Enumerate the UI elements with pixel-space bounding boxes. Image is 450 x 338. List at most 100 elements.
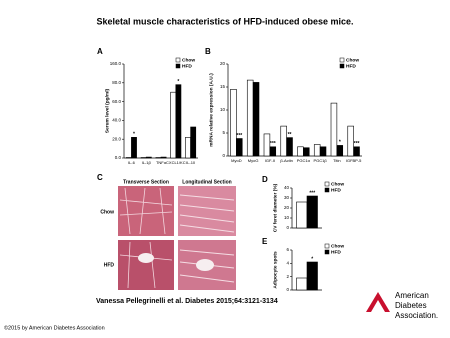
x-tick-label: TNFα — [156, 160, 167, 165]
bar — [145, 156, 152, 159]
y-tick-label: 15 — [220, 84, 226, 89]
significance: * — [339, 140, 341, 146]
copyright: ©2015 by American Diabetes Association — [4, 324, 105, 331]
legend-swatch — [339, 63, 345, 69]
bar — [236, 138, 243, 157]
bar — [286, 137, 293, 157]
column-label: Transverse Section — [123, 179, 169, 185]
bar — [303, 147, 310, 157]
y-axis-title: CV feret diameter (%) — [272, 183, 278, 232]
y-axis-title: Serum level (pg/ml) — [104, 88, 110, 133]
bar — [269, 146, 277, 157]
bar — [336, 145, 344, 157]
bar — [296, 201, 308, 229]
y-tick-label: 160.0 — [110, 61, 122, 66]
y-tick-label: 5 — [222, 130, 225, 135]
texture — [179, 194, 235, 283]
panel-letter: C — [97, 173, 103, 182]
row-label: HFD — [104, 262, 115, 268]
legend-swatch — [324, 243, 330, 249]
x-tick-label: CXCL1/KC — [166, 160, 186, 165]
logo-mark — [366, 292, 390, 312]
x-tick-label: IGFBP-5 — [346, 158, 362, 163]
bar — [246, 79, 254, 157]
bar — [175, 84, 182, 159]
legend-label: Chow — [346, 57, 359, 63]
legend-label: HFD — [331, 187, 341, 193]
bar — [330, 102, 338, 157]
adipocyte — [196, 259, 214, 271]
panel-letter: B — [205, 47, 211, 56]
x-tick-label: IL-1β — [142, 160, 152, 165]
significance: * — [311, 256, 313, 262]
significance: *** — [236, 133, 242, 139]
significance: *** — [354, 141, 360, 147]
logo-text: Association. — [395, 311, 438, 320]
bar — [297, 146, 304, 157]
significance: * — [177, 79, 179, 85]
y-tick-label: 2 — [286, 274, 289, 279]
significance: *** — [270, 141, 276, 147]
legend-swatch — [339, 57, 345, 63]
y-tick-label: 60.0 — [112, 99, 121, 104]
y-tick-label: 0 — [286, 287, 289, 292]
bar — [185, 137, 191, 159]
bar — [230, 89, 237, 157]
panel-letter: A — [97, 47, 103, 56]
legend-label: Chow — [331, 181, 344, 187]
micrograph — [118, 240, 174, 290]
adipocyte — [138, 253, 154, 263]
slide-title: Skeletal muscle characteristics of HFD-i… — [96, 16, 353, 26]
y-tick-label: 30 — [284, 195, 290, 200]
x-tick-label: PGC1β — [314, 158, 328, 163]
x-tick-label: IL-10 — [186, 160, 196, 165]
y-tick-label: 20.0 — [112, 136, 121, 141]
y-axis-title: mRNA relative expression (A.U.) — [208, 73, 214, 147]
legend-swatch — [324, 249, 330, 255]
logo-text: American — [395, 291, 429, 300]
y-tick-label: 0.0 — [115, 155, 122, 160]
y-tick-label: 20 — [220, 61, 226, 66]
row-label: Chow — [100, 209, 114, 215]
bar — [353, 146, 360, 157]
x-tick-label: Titin — [333, 158, 340, 163]
x-tick-label: PGC1α — [297, 158, 311, 163]
legend-label: HFD — [331, 249, 341, 255]
significance: ** — [288, 132, 292, 138]
citation: Vanessa Pellegrinelli et al. Diabetes 20… — [96, 298, 278, 305]
bar — [263, 133, 271, 157]
legend-label: Chow — [182, 57, 195, 63]
micrograph-panel — [118, 186, 236, 290]
micrograph — [118, 186, 174, 236]
bar — [313, 144, 321, 157]
legend-label: HFD — [346, 63, 356, 69]
bar — [296, 277, 308, 291]
significance: * — [133, 132, 135, 138]
x-tick-label: MyoD — [231, 158, 242, 163]
x-tick-label: IL-6 — [128, 160, 136, 165]
y-tick-label: 0 — [222, 153, 225, 158]
significance: *** — [309, 190, 315, 196]
y-tick-label: 4 — [286, 261, 289, 266]
legend-swatch — [324, 187, 330, 193]
y-tick-label: 20 — [284, 205, 290, 210]
x-tick-label: IGF-II — [265, 158, 275, 163]
bar — [319, 146, 327, 157]
y-tick-label: 40.0 — [112, 118, 121, 123]
legend-swatch — [324, 181, 330, 187]
legend-swatch — [175, 63, 181, 69]
y-tick-label: 10 — [284, 215, 290, 220]
y-tick-label: 6 — [286, 247, 289, 252]
y-tick-label: 40 — [284, 185, 290, 190]
bar — [306, 261, 318, 291]
x-tick-label: MyoG — [248, 158, 259, 163]
legend-swatch — [175, 57, 181, 63]
bar — [252, 82, 260, 157]
y-tick-label: 0 — [286, 225, 289, 230]
bar — [190, 126, 197, 159]
panel-letter: E — [262, 237, 268, 246]
bar — [160, 156, 167, 159]
legend-label: HFD — [182, 63, 192, 69]
bar — [280, 125, 287, 157]
